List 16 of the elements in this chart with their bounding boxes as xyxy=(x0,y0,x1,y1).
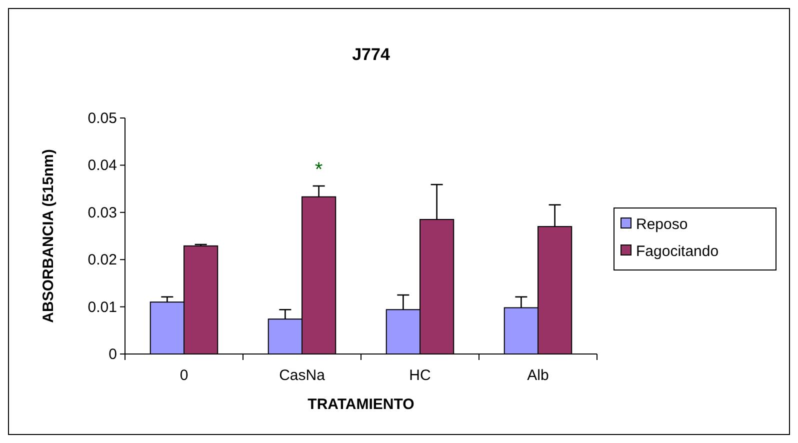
x-tick-label: CasNa xyxy=(279,367,326,384)
y-axis-title: ABSORBANCIA (515nm) xyxy=(40,149,57,323)
legend-label: Reposo xyxy=(636,216,688,233)
y-tick-label: 0 xyxy=(108,346,117,363)
annotation: * xyxy=(314,158,323,181)
y-tick-label: 0.04 xyxy=(88,157,117,174)
y-tick-label: 0.02 xyxy=(88,252,117,269)
x-tick-label: HC xyxy=(409,367,431,384)
y-tick-label: 0.01 xyxy=(88,298,117,316)
chart-title: J774 xyxy=(352,45,390,64)
x-tick-label: 0 xyxy=(180,367,188,384)
x-axis-title: TRATAMIENTO xyxy=(308,396,415,413)
x-tick-label: Alb xyxy=(527,367,549,384)
y-tick-label: 0.03 xyxy=(88,204,117,222)
y-tick-label: 0.05 xyxy=(88,110,117,127)
legend-label: Fagocitando xyxy=(636,243,719,260)
